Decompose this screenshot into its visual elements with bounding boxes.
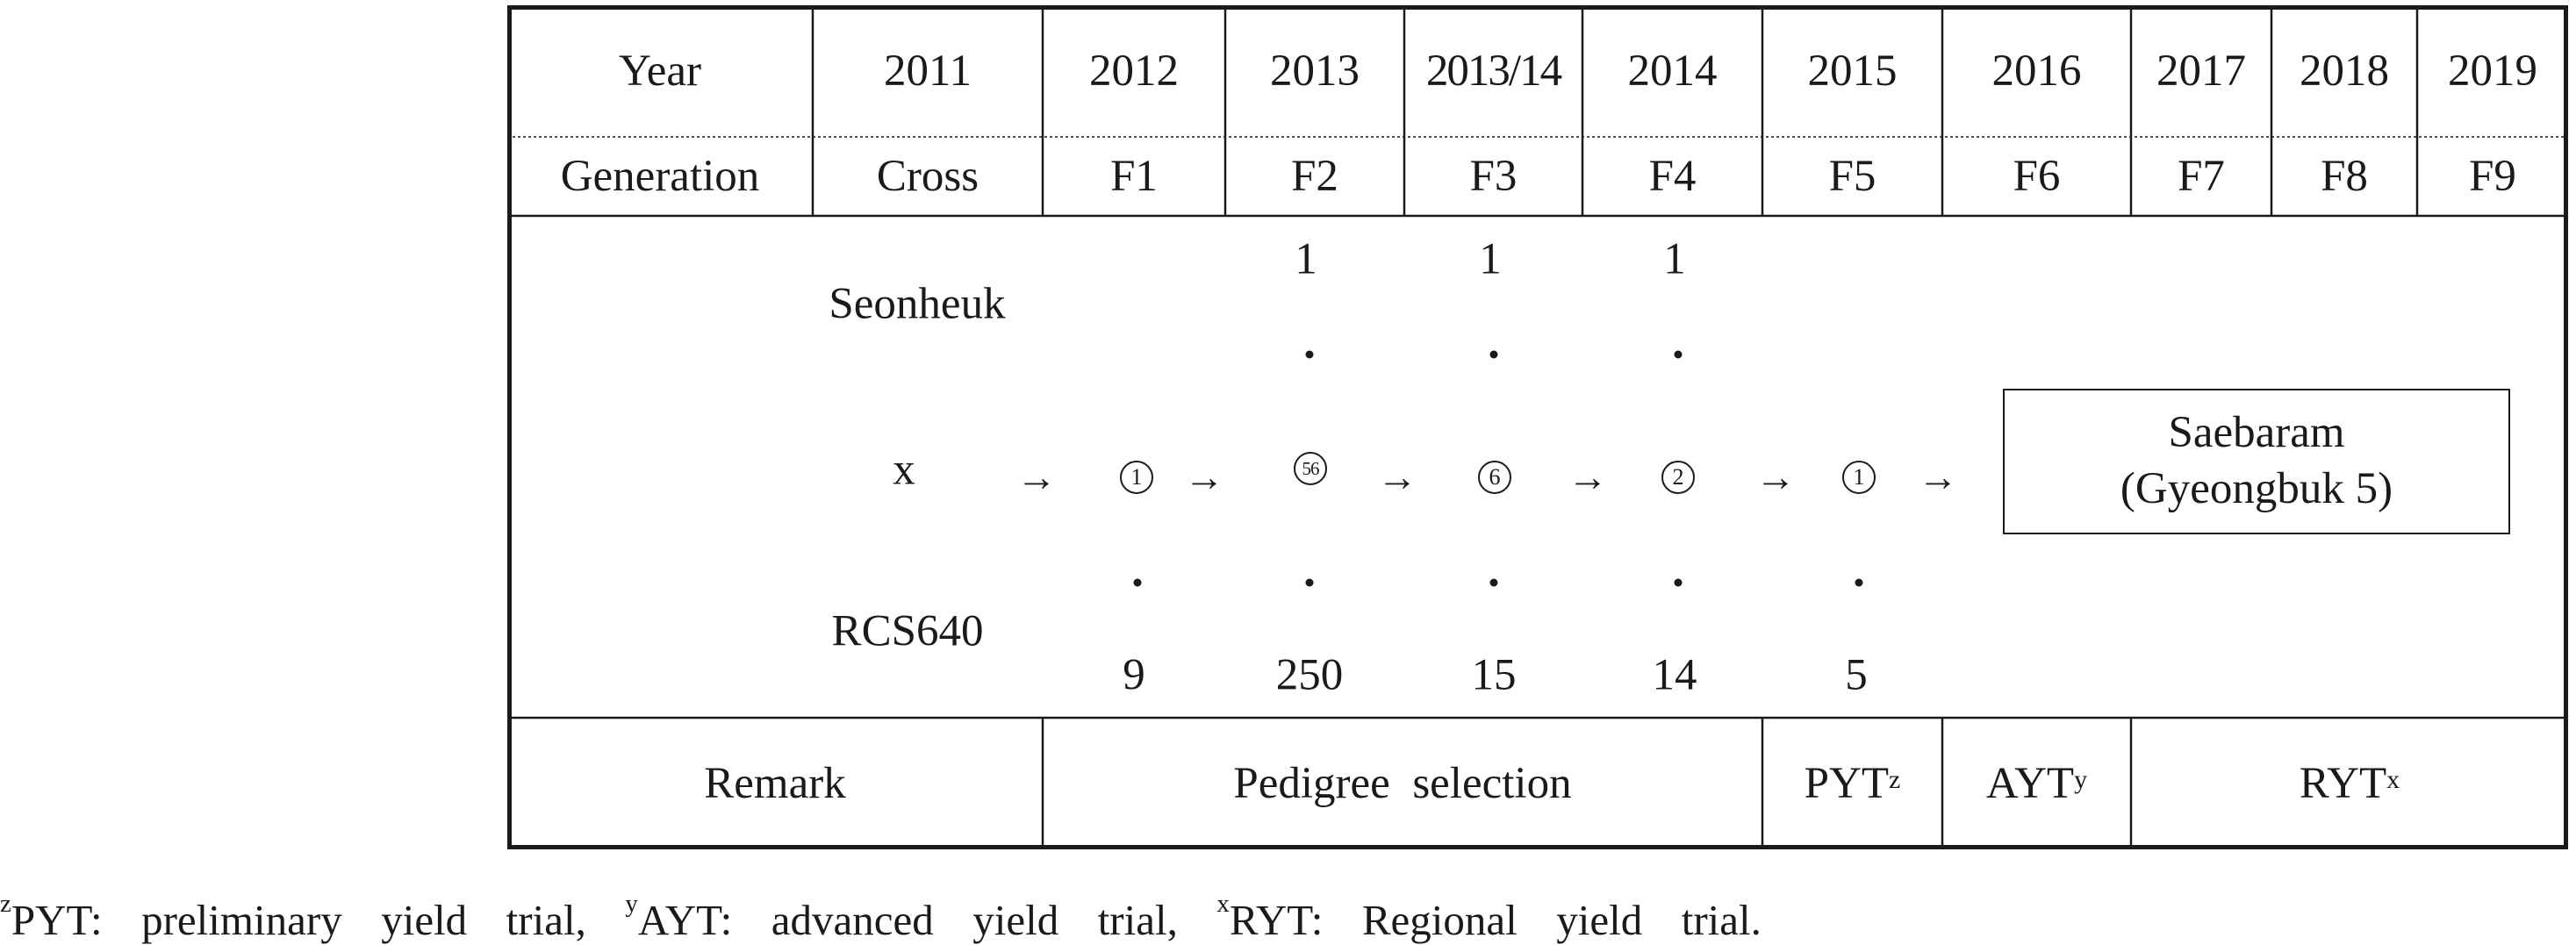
- generation-f2: F2: [1291, 151, 1338, 201]
- remark-ryt-text: RYT: [2299, 758, 2387, 808]
- cultivar-name: Saebaram: [2168, 408, 2345, 458]
- top-value-f2: 1: [1295, 234, 1317, 284]
- arrow-icon: →: [1918, 455, 1958, 499]
- year-2017: 2017: [2156, 46, 2246, 96]
- remark-pedigree-selection: Pedigree selection: [1233, 758, 1572, 808]
- dot-bottom-f2: [1305, 578, 1314, 587]
- remark-pyt-sup: z: [1889, 765, 1901, 794]
- generation-f4: F4: [1648, 151, 1697, 201]
- footnote-z: z: [0, 890, 11, 918]
- arrow-icon: →: [1568, 455, 1608, 499]
- bottom-value-f3: 15: [1471, 650, 1517, 700]
- year-2018: 2018: [2300, 46, 2389, 96]
- bottom-value-f1: 9: [1123, 650, 1145, 700]
- footnote-y: y: [625, 890, 638, 918]
- generation-f3: F3: [1469, 151, 1518, 201]
- remark-ayt-text: AYT: [1985, 758, 2075, 808]
- circled-value-f4: 2: [1661, 461, 1695, 494]
- year-2012: 2012: [1089, 46, 1179, 96]
- circled-value-f3: 6: [1478, 461, 1511, 494]
- table-grid: [507, 5, 2568, 849]
- year-2013-14: 2013/14: [1425, 46, 1562, 96]
- parent-seonheuk: Seonheuk: [829, 279, 1006, 329]
- generation-f8: F8: [2321, 151, 2368, 201]
- bottom-value-f4: 14: [1652, 650, 1697, 700]
- top-value-f3: 1: [1479, 234, 1502, 284]
- year-2011: 2011: [883, 46, 972, 96]
- generation-cross: Cross: [876, 151, 979, 201]
- bottom-value-f2: 250: [1275, 650, 1344, 700]
- dot-bottom-f1: [1133, 578, 1142, 587]
- generation-f9: F9: [2469, 151, 2516, 201]
- circled-value-f2: 56: [1294, 452, 1327, 485]
- dot-top-f2: [1305, 350, 1314, 359]
- bottom-value-f5: 5: [1845, 650, 1868, 700]
- circled-value-f5: 1: [1842, 461, 1876, 494]
- top-value-f4: 1: [1663, 234, 1686, 284]
- generation-f5: F5: [1828, 151, 1876, 201]
- dot-top-f4: [1674, 350, 1683, 359]
- footnote-ryt: RYT: Regional yield trial.: [1229, 896, 1762, 944]
- arrow-icon: →: [1755, 455, 1796, 499]
- footnote-x: x: [1216, 890, 1230, 918]
- generation-f1: F1: [1110, 151, 1158, 201]
- circled-value-f1: 1: [1120, 461, 1153, 494]
- remark-ayt-sup: y: [2074, 765, 2088, 794]
- year-2016: 2016: [1991, 46, 2082, 96]
- cultivar-result-box: Saebaram (Gyeongbuk 5): [2003, 389, 2510, 534]
- breeding-pedigree-diagram: Year 2011 2012 2013 2013/14 2014 2015 20…: [507, 5, 2568, 849]
- parent-rcs640: RCS640: [831, 606, 984, 656]
- year-2013: 2013: [1270, 46, 1360, 96]
- dot-bottom-f3: [1489, 578, 1498, 587]
- footnote-ayt: AYT: advanced yield trial,: [637, 896, 1217, 944]
- remark-pyt-text: PYT: [1804, 758, 1890, 808]
- dot-top-f3: [1489, 350, 1498, 359]
- year-2014: 2014: [1627, 46, 1718, 96]
- cross-symbol: x: [893, 445, 915, 495]
- year-label: Year: [619, 46, 701, 96]
- generation-f6: F6: [2013, 151, 2061, 201]
- footnote-pyt: PYT: preliminary yield trial,: [11, 896, 626, 944]
- dot-bottom-f4: [1674, 578, 1683, 587]
- year-2015: 2015: [1807, 46, 1898, 96]
- footnote: zPYT: preliminary yield trial, yAYT: adv…: [0, 890, 1762, 945]
- cultivar-line-name: (Gyeongbuk 5): [2120, 464, 2393, 513]
- remark-ryt-sup: x: [2386, 765, 2400, 794]
- remark-pyt: PYT z: [1762, 718, 1942, 849]
- generation-f7: F7: [2178, 151, 2225, 201]
- arrow-icon: →: [1016, 455, 1057, 499]
- dot-bottom-f5: [1855, 578, 1863, 587]
- generation-label: Generation: [560, 151, 760, 201]
- remark-ryt: RYT x: [2131, 718, 2568, 849]
- arrow-icon: →: [1377, 455, 1417, 499]
- remark-label: Remark: [704, 758, 846, 808]
- year-2019: 2019: [2448, 46, 2537, 96]
- arrow-icon: →: [1184, 455, 1224, 499]
- remark-ayt: AYT y: [1942, 718, 2131, 849]
